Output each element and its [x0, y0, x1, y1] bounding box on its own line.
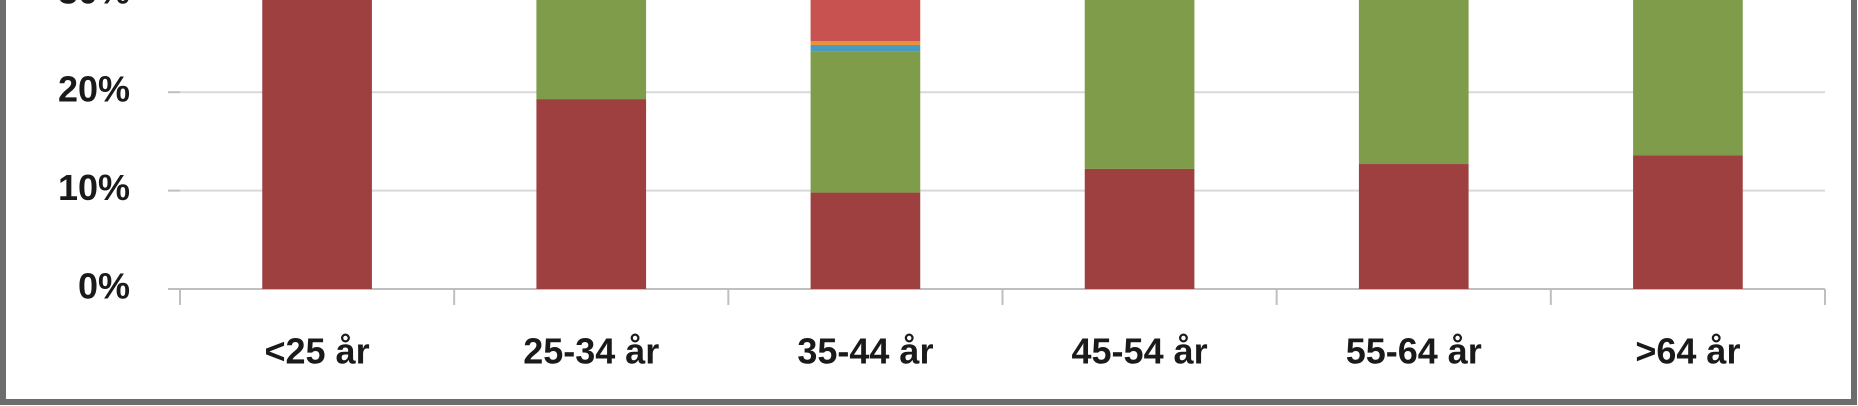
y-tick-label: 0%	[78, 266, 130, 307]
x-tick-label: 25-34 år	[523, 331, 659, 372]
x-tick-label: 35-44 år	[797, 331, 933, 372]
bar-segment	[810, 41, 921, 45]
bar-segment	[262, 0, 372, 290]
y-tick-label: 30%	[58, 0, 130, 11]
bar-segment	[810, 51, 921, 193]
x-tick-label: <25 år	[265, 331, 370, 372]
bar-segment	[1084, 168, 1195, 289]
bar-segment	[536, 0, 647, 100]
bar-segment	[1358, 164, 1469, 289]
bar-segment	[1633, 155, 1743, 289]
x-tick-label: >64 år	[1635, 331, 1740, 372]
bar-segment	[810, 192, 921, 289]
y-tick-label: 20%	[58, 69, 130, 110]
bar-segment	[810, 44, 921, 52]
bar-segment	[1358, 0, 1469, 165]
bar-segment	[810, 0, 921, 42]
x-tick-label: 55-64 år	[1346, 331, 1482, 372]
bar-segment	[1084, 0, 1195, 169]
bar-segment	[1633, 0, 1743, 156]
x-tick-label: 45-54 år	[1072, 331, 1208, 372]
y-tick-label: 10%	[58, 167, 130, 208]
bar-segment	[536, 99, 647, 289]
plot-area: 0% 10% 20% 30% <25 år 25-34 år 35-44 år 45-54 å…	[58, 0, 1826, 372]
